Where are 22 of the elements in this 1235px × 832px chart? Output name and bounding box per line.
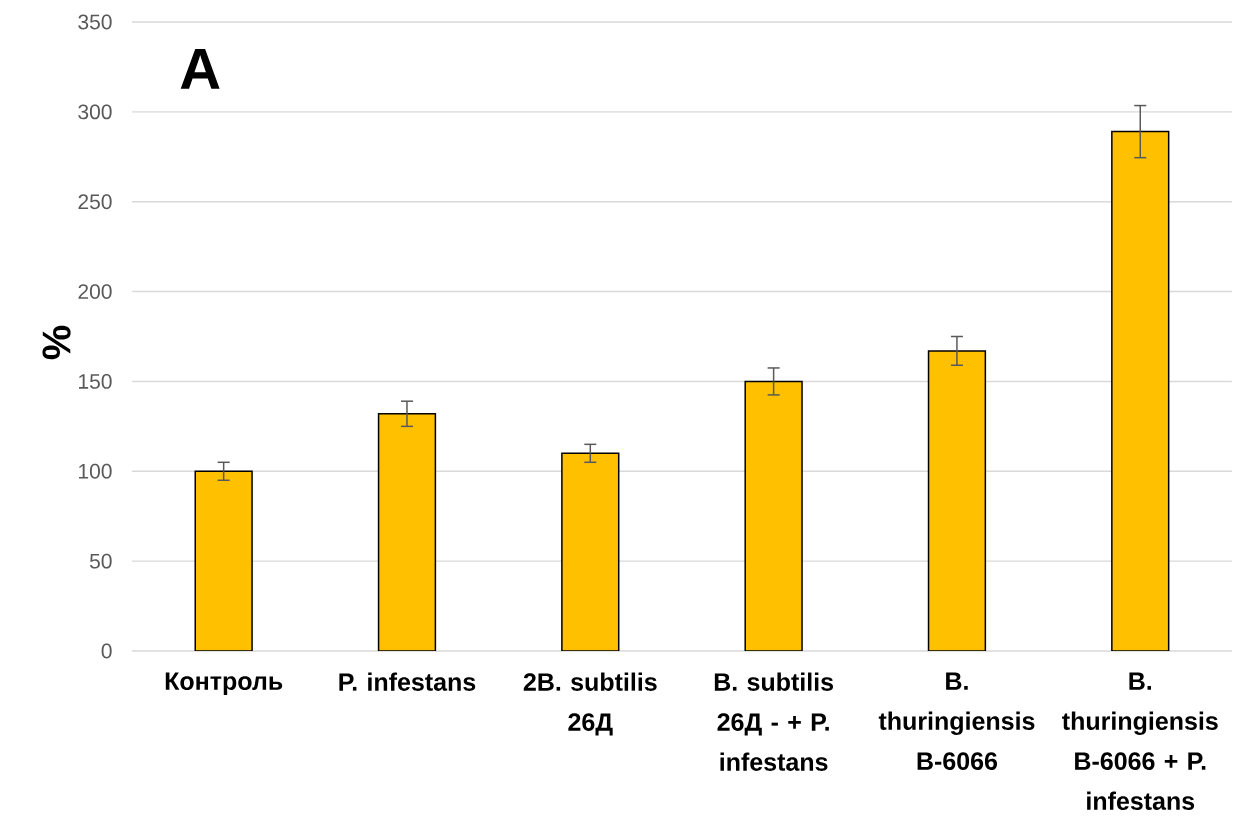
y-tick-label: 300 (78, 104, 112, 120)
x-tick-label: B. thuringiensis B-6066 + P. infestans (1062, 672, 1218, 810)
y-tick-label: 50 (89, 553, 112, 569)
bar (377, 413, 437, 651)
bar (927, 350, 987, 651)
x-tick-label: B. thuringiensis B-6066 (878, 672, 1035, 770)
bar (1111, 130, 1170, 651)
x-tick-label: P. infestans (339, 672, 476, 691)
y-tick-label: 350 (78, 14, 112, 30)
chart-title: A (180, 48, 220, 89)
y-tick-label: 0 (101, 643, 112, 659)
x-tick-label: 2B. subtilis 26Д (523, 672, 657, 736)
x-tick-label: Контроль (165, 672, 283, 695)
bar (194, 470, 253, 651)
y-tick-label: 200 (78, 284, 112, 299)
x-tick-label: B. subtilis 26Д - + P. infestans (714, 672, 834, 771)
y-tick-label: 100 (79, 463, 112, 479)
y-tick-label: 150 (79, 374, 112, 389)
bar (561, 452, 620, 651)
bar (744, 380, 803, 651)
y-tick-label: 250 (78, 194, 112, 210)
y-axis-title: % (42, 325, 71, 360)
